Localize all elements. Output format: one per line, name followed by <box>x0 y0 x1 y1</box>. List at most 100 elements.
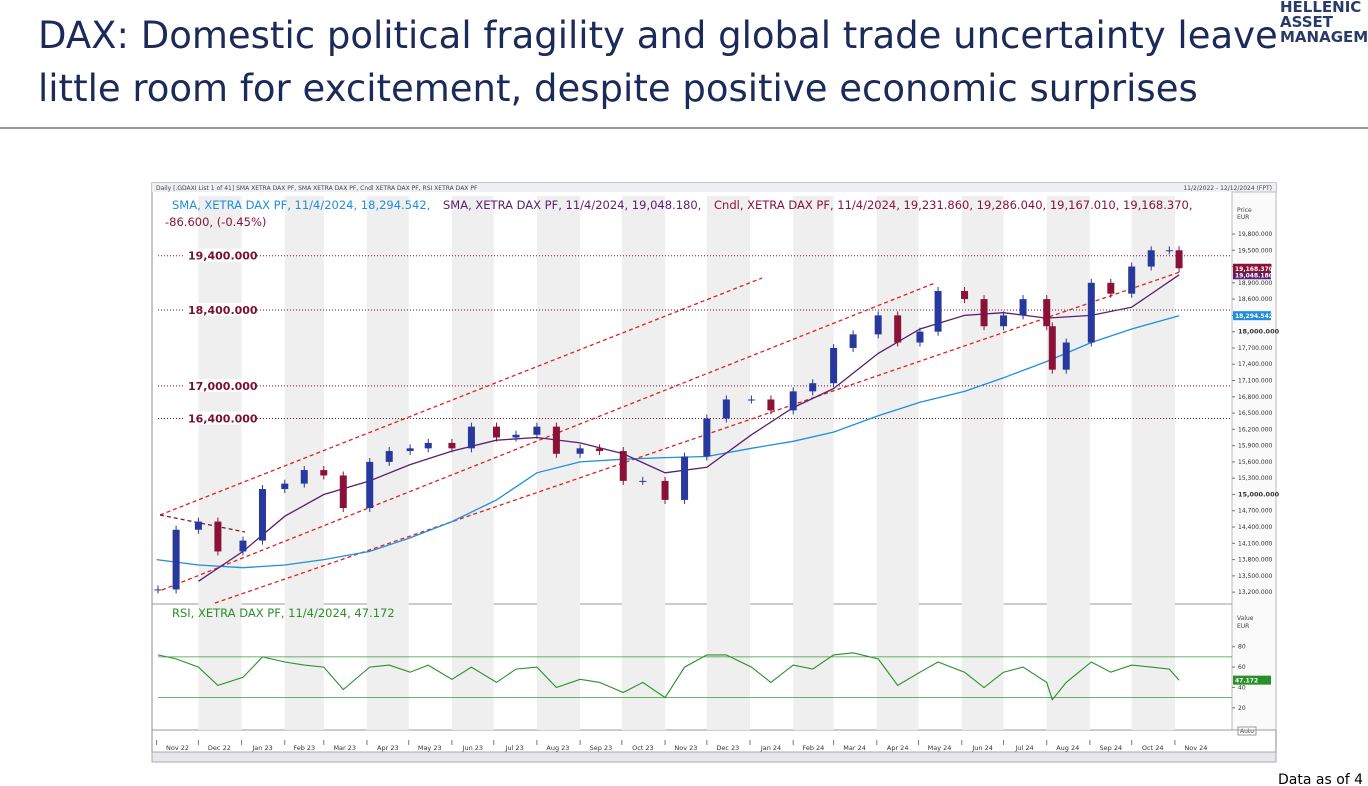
x-tick-label: Dec 23 <box>716 744 739 752</box>
x-tick-label: Jul 24 <box>1014 744 1033 752</box>
logo-text: HELLENIC <box>1280 0 1361 16</box>
month-band <box>451 196 494 730</box>
month-band <box>366 196 409 730</box>
last-value-tag <box>1233 311 1271 321</box>
legend-entry: RSI, XETRA DAX PF, 11/4/2024, 47.172 <box>172 606 395 620</box>
candle <box>1048 326 1056 370</box>
logo-text: MANAGEM <box>1280 28 1368 46</box>
candle <box>258 489 266 541</box>
y-tick-label: 15,000.000 <box>1238 490 1280 498</box>
month-band <box>876 196 919 730</box>
x-tick-label: Nov 22 <box>166 744 189 752</box>
last-value-tag-text: 19,048.180 <box>1235 272 1273 279</box>
y-tick-label: 19,800.000 <box>1238 231 1273 238</box>
y-tick-label: 16,200.000 <box>1238 426 1273 433</box>
y-tick-label: 18,000.000 <box>1238 328 1280 336</box>
candle <box>154 589 162 591</box>
x-tick-label: Nov 23 <box>674 744 697 752</box>
trend-line <box>159 277 763 516</box>
candle <box>849 334 857 348</box>
candle <box>1175 250 1183 269</box>
candle <box>492 426 500 438</box>
x-tick-label: Jun 23 <box>462 744 484 752</box>
last-value-tag-text: 19,168.370 <box>1235 266 1273 273</box>
y-tick-label: 15,900.000 <box>1238 443 1273 450</box>
candle <box>552 426 560 454</box>
candle <box>619 451 627 481</box>
y-axis-title: Price <box>1237 207 1252 214</box>
candle <box>1000 315 1008 327</box>
candle <box>1062 342 1070 370</box>
candle <box>339 475 347 509</box>
axis-column <box>1231 191 1277 731</box>
x-tick-label: Nov 24 <box>1184 744 1207 752</box>
x-tick-label: Feb 24 <box>802 744 824 752</box>
level-lines: 19,400.000 18,400.000 17,000.000 16,400.000 <box>158 248 1232 425</box>
month-band <box>536 196 581 730</box>
y-tick-label: 14,700.000 <box>1238 508 1273 515</box>
candle <box>1043 299 1051 327</box>
auto-button[interactable] <box>1237 726 1257 736</box>
level-label-bg <box>184 302 256 316</box>
candle <box>596 448 604 452</box>
candle <box>194 521 202 530</box>
y-tick-label: 15,300.000 <box>1238 475 1273 482</box>
chart-range: 11/2/2022 - 12/12/2024 (FPT) <box>1183 185 1272 192</box>
y-tick-label: 14,400.000 <box>1238 524 1273 531</box>
plot: 13,200.000 13,500.000 13,800.000 14,100.000… <box>154 198 1280 752</box>
x-tick-label: Apr 23 <box>377 744 399 752</box>
y-tick-label: 16,500.000 <box>1238 410 1273 417</box>
trend-line <box>159 514 246 533</box>
candle <box>281 483 289 490</box>
candle <box>448 442 456 449</box>
legend-entry: SMA, XETRA DAX PF, 11/4/2024, 18,294.542… <box>172 198 430 212</box>
y-axis-title: Value <box>1237 615 1254 622</box>
y-axis-unit: EUR <box>1237 214 1249 221</box>
y-tick-label: 18,900.000 <box>1238 280 1273 287</box>
candle <box>980 299 988 327</box>
candle <box>512 434 520 438</box>
candle <box>830 347 838 384</box>
month-band <box>793 196 834 730</box>
rsi-line <box>157 652 1180 701</box>
x-tick-label: Mar 24 <box>843 744 866 752</box>
candle <box>747 399 755 401</box>
month-band <box>1046 196 1090 730</box>
x-tick-label: Jul 23 <box>505 744 524 752</box>
candle <box>214 521 222 552</box>
sma-line <box>156 315 1180 569</box>
y-tick-label: 13,200.000 <box>1238 589 1273 596</box>
trend-lines <box>159 271 1181 604</box>
x-tick-label: May 23 <box>418 744 442 752</box>
x-tick-label: Oct 23 <box>632 744 654 752</box>
month-band <box>1131 196 1175 730</box>
x-tick-label: May 24 <box>928 744 952 752</box>
legend-entry: -86.600, (-0.45%) <box>165 215 266 229</box>
candle <box>722 399 730 419</box>
y-tick-label: 15,600.000 <box>1238 459 1273 466</box>
candle <box>767 399 775 411</box>
y-tick-label: 14,100.000 <box>1238 540 1273 547</box>
x-tick-label: Feb 23 <box>293 744 315 752</box>
trend-line <box>161 282 936 591</box>
level-label: 19,400.000 <box>188 250 258 263</box>
level-label: 18,400.000 <box>188 304 258 317</box>
candle <box>874 315 882 335</box>
footer: Data as of 4 <box>1278 772 1363 786</box>
legend-entry: Cndl, XETRA DAX PF, 11/4/2024, 19,231.86… <box>714 198 1193 212</box>
y-tick-label: 16,800.000 <box>1238 394 1273 401</box>
scrollbar[interactable] <box>151 751 1277 763</box>
chart-header: Daily [.GDAXI List 1 of 41] SMA XETRA DA… <box>156 185 478 192</box>
x-tick-label: Sep 23 <box>590 744 613 752</box>
candle <box>916 331 924 343</box>
y-tick-label: 17,100.000 <box>1238 378 1273 385</box>
level-label-bg <box>184 378 256 392</box>
x-tick-label: Jan 23 <box>251 744 272 752</box>
month-band <box>961 196 1004 730</box>
x-tick-label: Dec 22 <box>208 744 231 752</box>
candle <box>533 426 541 435</box>
candle <box>406 448 414 452</box>
candle <box>424 442 432 449</box>
auto-label[interactable]: Auto <box>1240 728 1254 735</box>
